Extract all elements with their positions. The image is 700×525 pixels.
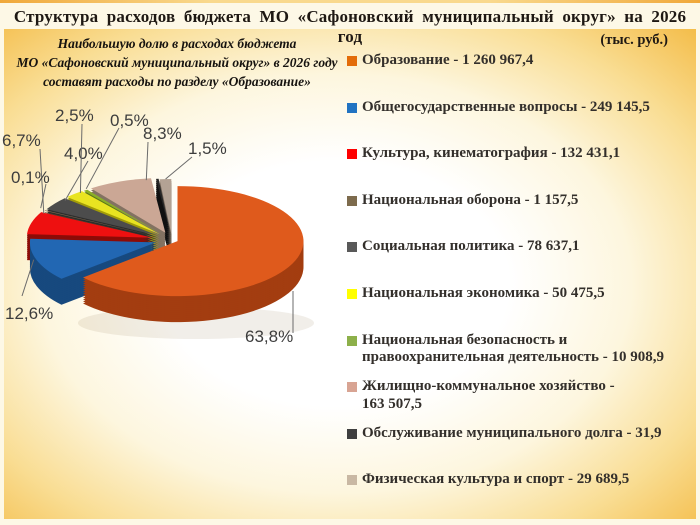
chart-legend: Образование - 1 260 967,4 Общегосударстве… (347, 52, 697, 518)
legend-swatch (347, 288, 357, 299)
legend-swatch (347, 335, 357, 346)
legend-item: Физическая культура и спорт - 29 689,5 (347, 471, 697, 518)
legend-item: Социальная политика - 78 637,1 (347, 238, 697, 285)
annotation-line-1: Наибольшую долю в расходах бюджета (57, 36, 297, 51)
page-title: Структура расходов бюджета МО «Сафоновск… (13, 7, 687, 46)
label-leader-line (79, 123, 83, 194)
pie-percent-label: 8,3% (143, 124, 182, 143)
label-leader-line (165, 156, 193, 180)
legend-item: Национальная безопасность и правоохраните… (347, 332, 697, 379)
pie-slice-side (156, 196, 171, 252)
top-accent-line (0, 0, 700, 3)
legend-label: Национальная экономика - 50 475,5 (362, 284, 605, 301)
legend-swatch (347, 56, 357, 66)
legend-swatch (347, 242, 357, 253)
legend-label: Общегосударственные вопросы - 249 145,5 (362, 98, 650, 115)
legend-label: Обслуживание муниципального долга - 31,9 (362, 424, 662, 441)
legend-label: Физическая культура и спорт - 29 689,5 (362, 471, 630, 488)
legend-label: Образование - 1 260 967,4 (362, 52, 534, 68)
annotation-line-3: составят расходы по разделу «Образование… (43, 74, 311, 89)
legend-item: Общегосударственные вопросы - 249 145,5 (347, 99, 697, 146)
pie-percent-label: 12,6% (5, 304, 53, 323)
pie-slice (29, 238, 156, 279)
legend-label: Культура, кинематография - 132 431,1 (362, 145, 621, 162)
label-leader-line (40, 183, 47, 209)
label-leader-line (39, 148, 45, 214)
pie-slice-side (156, 190, 171, 246)
pie-slice-side (156, 184, 171, 240)
legend-label: Жилищно-коммунальное хозяйство -163 507,… (362, 378, 615, 412)
pie-slice-side (156, 180, 171, 236)
pie-slice-side (156, 194, 171, 250)
pie-slice (91, 178, 166, 233)
pie-slice-side (156, 186, 171, 242)
pie-slice (67, 191, 160, 235)
pie-slice-side (156, 192, 171, 248)
pie-percent-label: 1,5% (188, 139, 227, 158)
pie-percent-label: 2,5% (55, 106, 94, 125)
pie-slice (156, 178, 171, 234)
label-leader-line (21, 259, 35, 297)
label-leader-line (64, 160, 89, 201)
pie-slice (83, 189, 162, 235)
pie-slice-side (156, 188, 171, 244)
legend-swatch (347, 428, 357, 439)
pie-slice (27, 212, 153, 238)
pie-slice (159, 178, 172, 234)
legend-item: Обслуживание муниципального долга - 31,9 (347, 425, 697, 472)
pie-chart: 63,8% 12,6% 6,7% 0,1% 4,0% 2,5% 0,5%8,3% 1,5% (2, 106, 314, 346)
pie-percent-label: 6,7% (2, 131, 41, 150)
legend-swatch (347, 382, 357, 393)
pie-slice (46, 198, 158, 236)
legend-label: Социальная политика - 78 637,1 (362, 238, 580, 255)
pie-slice (44, 210, 157, 237)
legend-label: Национальная оборона - 1 157,5 (362, 191, 579, 208)
legend-item: Национальная экономика - 50 475,5 (347, 285, 697, 332)
legend-swatch (347, 195, 357, 206)
legend-item: Национальная оборона - 1 157,5 (347, 192, 697, 239)
pie-percent-label: 0,1% (11, 168, 50, 187)
pie-percent-label: 0,5% (110, 111, 149, 130)
legend-label: Национальная безопасность и правоохраните… (362, 331, 664, 366)
legend-item: Образование - 1 260 967,4 (347, 52, 697, 99)
pie-slice-side (44, 212, 157, 239)
legend-swatch (347, 475, 357, 486)
annotation-line-2: МО «Сафоновский муниципальный округ» в 2… (16, 55, 338, 70)
label-leader-line (145, 141, 149, 181)
pie-percent-label: 4,0% (64, 144, 103, 163)
annotation-note: Наибольшую долю в расходах бюджета МО «С… (6, 34, 348, 91)
pie-slice (83, 186, 304, 297)
legend-item: Культура, кинематография - 132 431,1 (347, 145, 697, 192)
label-leader-line (85, 127, 120, 190)
unit-note: (тыс. руб.) (600, 32, 668, 48)
legend-swatch (347, 102, 357, 113)
legend-item: Жилищно-коммунальное хозяйство -163 507,… (347, 378, 697, 425)
legend-swatch (347, 149, 357, 160)
pie-percent-label: 63,8% (245, 327, 293, 346)
pie-slice-side (156, 182, 171, 238)
